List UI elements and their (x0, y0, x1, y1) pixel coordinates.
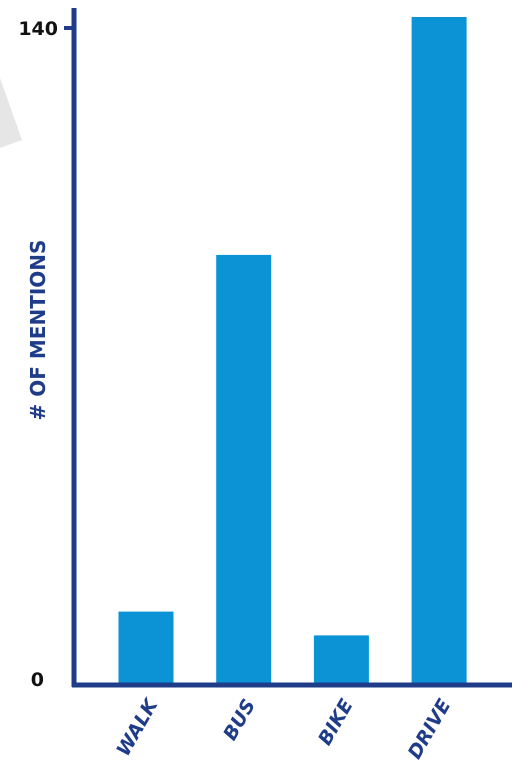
bar-bike (313, 635, 369, 683)
category-label-bus: BUS (219, 696, 260, 745)
category-labels-layer: WALK BUS BIKE DRIVE (112, 694, 455, 763)
bar-drive (411, 17, 467, 683)
bars-layer (118, 17, 467, 683)
bar-bus (216, 254, 272, 683)
category-label-bike: BIKE (314, 695, 358, 749)
y-axis-label: # OF MENTIONS (26, 240, 50, 421)
y-tick-label-max: 140 (18, 18, 58, 40)
background-decor-shape (0, 78, 22, 148)
y-tick-label-min: 0 (31, 669, 44, 691)
bar-walk (118, 611, 174, 683)
category-label-walk: WALK (112, 694, 163, 760)
category-label-drive: DRIVE (404, 695, 456, 762)
